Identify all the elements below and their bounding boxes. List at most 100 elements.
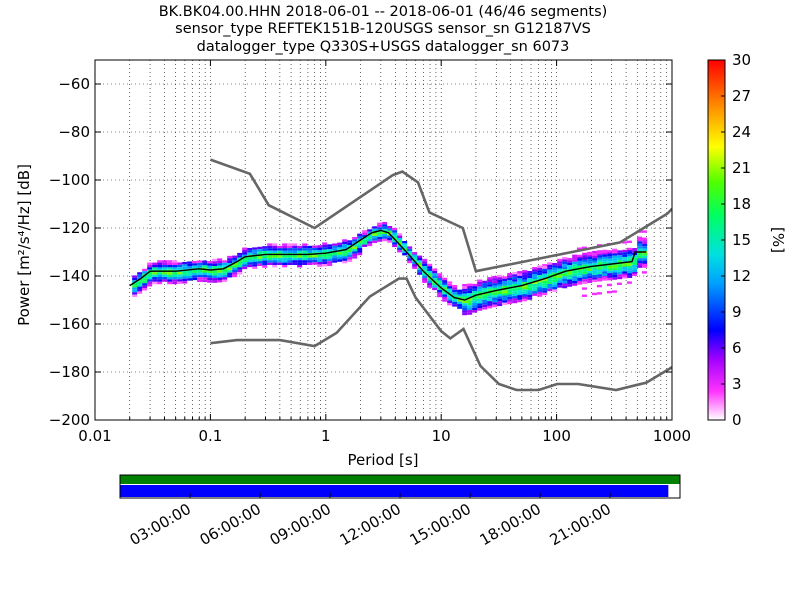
heatmap-cell: [382, 236, 388, 239]
heatmap-cell: [612, 265, 618, 268]
heatmap-cell: [467, 300, 473, 303]
heatmap-cell: [567, 267, 573, 270]
heatmap-cell: [407, 246, 413, 249]
heatmap-cell: [152, 262, 158, 265]
heatmap-cell: [162, 272, 168, 275]
heatmap-cell: [637, 239, 643, 242]
heatmap-cell: [452, 299, 458, 302]
heatmap-cell: [227, 267, 233, 271]
heatmap-cell: [622, 264, 628, 267]
colorbar-tick-label: 24: [732, 123, 751, 141]
heatmap-cell: [497, 301, 503, 304]
heatmap-cell: [562, 269, 568, 272]
heatmap-cell: [587, 263, 593, 267]
heatmap-cell: [592, 258, 598, 261]
heatmap-cell: [502, 302, 508, 306]
heatmap-cell: [297, 265, 303, 268]
heatmap-cell: [611, 249, 617, 252]
heatmap-cell: [152, 279, 158, 282]
heatmap-cell: [322, 254, 328, 257]
heatmap-cell: [547, 271, 553, 275]
heatmap-cell: [557, 273, 563, 276]
heatmap-cell: [457, 292, 463, 295]
heatmap-cell: [132, 282, 138, 286]
heatmap-cell: [347, 242, 353, 246]
heatmap-cell: [591, 292, 597, 296]
heatmap-cell: [567, 284, 573, 287]
heatmap-cell: [322, 264, 328, 267]
heatmap-cell: [277, 257, 283, 261]
heatmap-cell: [567, 274, 573, 278]
heatmap-cell: [317, 257, 323, 260]
heatmap-cell: [242, 252, 248, 255]
heatmap-cell: [642, 243, 648, 247]
heatmap-cell: [487, 305, 493, 309]
heatmap-cell: [202, 279, 208, 283]
heatmap-cell: [432, 287, 438, 291]
heatmap-cell: [202, 270, 208, 273]
heatmap-cell: [412, 264, 418, 267]
heatmap-cell: [192, 270, 198, 273]
heatmap-cell: [202, 262, 208, 266]
heatmap-cell: [607, 277, 613, 281]
heatmap-cell: [212, 270, 218, 274]
heatmap-cell: [362, 230, 368, 233]
heatmap-cell: [482, 297, 488, 300]
heatmap-cell: [612, 255, 618, 259]
heatmap-cell: [557, 282, 563, 286]
heatmap-cell: [132, 292, 138, 295]
heatmap-cell: [217, 279, 223, 283]
heatmap-cell: [302, 262, 308, 265]
colorbar-tick-label: 30: [732, 51, 751, 69]
heatmap-cell: [172, 260, 178, 263]
heatmap-cell: [562, 259, 568, 262]
heatmap-cell: [427, 285, 433, 288]
heatmap-cell: [237, 262, 243, 265]
heatmap-cell: [512, 298, 518, 301]
heatmap-cell: [147, 264, 153, 268]
heatmap-cell: [207, 263, 213, 266]
heatmap-cell: [606, 250, 612, 253]
heatmap-cell: [472, 291, 478, 294]
heatmap-cell: [582, 252, 588, 256]
heatmap-cell: [636, 237, 642, 240]
heatmap-cell: [327, 256, 333, 259]
heatmap-cell: [537, 267, 543, 271]
heatmap-cell: [152, 281, 158, 285]
x-tick-label: 100: [542, 427, 571, 445]
heatmap-cell: [357, 248, 363, 251]
heatmap-cell: [522, 274, 528, 278]
y-axis: −200 −180 −160 −140 −120 −100 −80 −60: [49, 75, 672, 429]
heatmap-cell: [342, 258, 348, 261]
y-tick-label: −140: [49, 267, 90, 285]
heatmap-cell: [627, 270, 633, 274]
heatmap-cell: [532, 291, 538, 294]
heatmap-cell: [572, 259, 578, 262]
heatmap-cell: [512, 296, 518, 299]
heatmap-cell: [622, 259, 628, 262]
heatmap-cell: [307, 262, 313, 265]
heatmap-cell: [232, 265, 238, 268]
heatmap-cell: [641, 264, 647, 267]
heatmap-cell: [631, 273, 637, 277]
heatmap-cell: [327, 253, 333, 257]
heatmap-cell: [302, 245, 308, 249]
heatmap-cell: [297, 245, 303, 249]
heatmap-cell: [562, 278, 568, 282]
heatmap-cell: [562, 266, 568, 270]
heatmap-cell: [532, 267, 538, 270]
heatmap-cell: [327, 258, 333, 262]
heatmap-cell: [207, 261, 213, 264]
heatmap-cell: [592, 272, 598, 275]
heatmap-cell: [422, 268, 428, 271]
heatmap-cell: [357, 233, 363, 237]
heatmap-cell: [352, 251, 358, 254]
heatmap-cell: [457, 289, 463, 293]
heatmap-cell: [252, 261, 258, 265]
heatmap-cell: [267, 243, 273, 246]
heatmap-cell: [602, 268, 608, 272]
heatmap-cell: [437, 287, 443, 291]
heatmap-cell: [512, 300, 518, 304]
heatmap-cell: [277, 262, 283, 265]
coverage-tick-label: 09:00:00: [267, 500, 334, 549]
